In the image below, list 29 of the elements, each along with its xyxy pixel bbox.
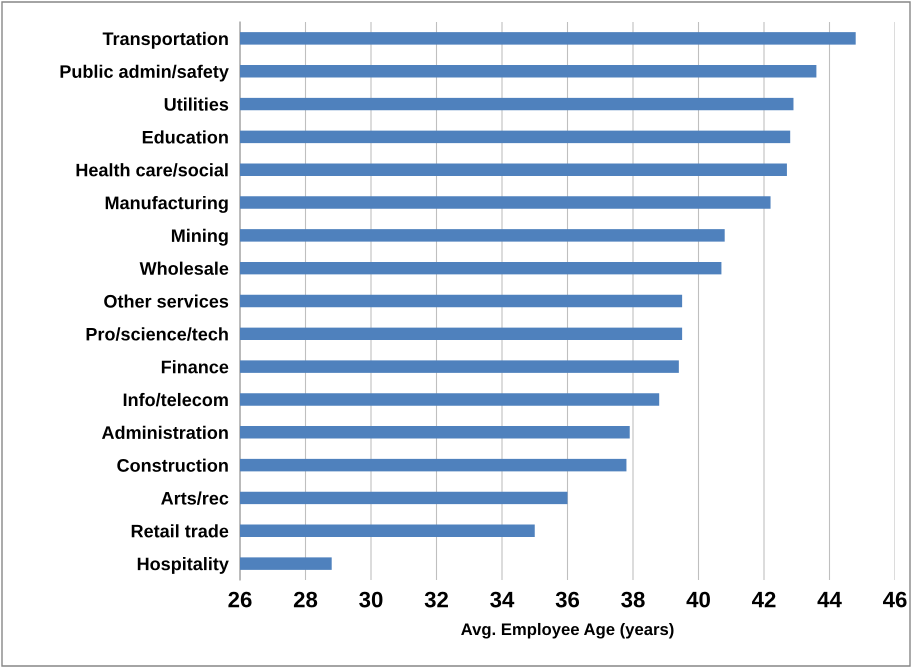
y-tick-label: Health care/social — [76, 163, 228, 177]
y-tick-label: Arts/rec — [161, 491, 228, 505]
y-tick-label: Finance — [162, 360, 228, 374]
y-tick-label: Transportation — [102, 32, 228, 49]
x-tick-label: 28 — [294, 592, 318, 608]
y-tick-label: Retail trade — [132, 524, 228, 538]
x-tick-label: 44 — [817, 592, 842, 608]
y-tick-label: Other services — [104, 294, 228, 308]
x-tick-label: 32 — [424, 592, 448, 608]
y-tick-label: Construction — [117, 458, 228, 472]
x-tick-label: 36 — [556, 592, 580, 608]
y-tick-label: Utilities — [164, 98, 228, 111]
x-tick-label: 42 — [752, 592, 776, 608]
y-tick-label: Hospitality — [138, 557, 229, 574]
x-tick-label: 30 — [359, 592, 382, 608]
x-axis-title: Avg. Employee Age (years) — [461, 622, 674, 639]
y-tick-label: Pro/science/tech — [86, 327, 228, 341]
y-tick-label: Mining — [172, 228, 228, 246]
y-tick-label: Manufacturing — [106, 196, 228, 213]
x-tick-label: 40 — [686, 592, 710, 608]
x-tick-label: 46 — [882, 592, 907, 608]
x-tick-label: 38 — [621, 592, 645, 608]
x-tick-label: 34 — [490, 592, 514, 608]
y-tick-label: Public admin/safety — [60, 64, 229, 82]
y-tick-label: Info/telecom — [124, 392, 228, 406]
y-tick-label: Education — [142, 130, 228, 144]
y-tick-label: Wholesale — [140, 262, 228, 275]
x-tick-label: 26 — [228, 592, 252, 608]
y-tick-label: Administration — [102, 426, 228, 440]
